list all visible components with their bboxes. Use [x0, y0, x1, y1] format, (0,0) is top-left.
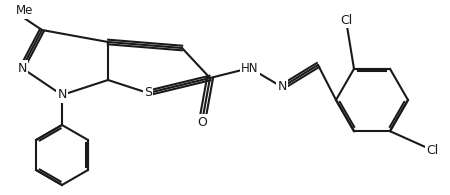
Text: O: O [197, 115, 207, 129]
Text: Me: Me [16, 4, 33, 18]
Text: Cl: Cl [340, 13, 352, 27]
Text: S: S [144, 87, 152, 99]
Text: HN: HN [241, 61, 259, 74]
Text: N: N [277, 81, 287, 93]
Text: N: N [17, 61, 27, 74]
Text: N: N [57, 89, 67, 102]
Text: Cl: Cl [426, 144, 438, 157]
